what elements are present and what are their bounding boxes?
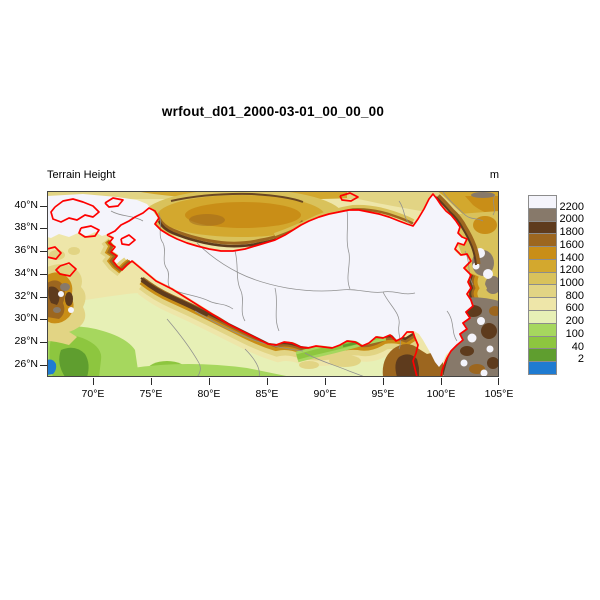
- lat-tick: [40, 274, 47, 275]
- plateau-boundary-contour: [47, 192, 474, 377]
- colorbar-box: [529, 361, 556, 374]
- lat-label: 30°N: [14, 312, 38, 324]
- lon-tick: [325, 378, 326, 385]
- terrain-map-area: [47, 191, 499, 377]
- lon-tick: [441, 378, 442, 385]
- colorbar-box: [529, 271, 556, 285]
- lon-label: 95°E: [371, 388, 395, 400]
- colorbar-box: [529, 220, 556, 234]
- colorbar-box: [529, 246, 556, 259]
- lon-tick: [93, 378, 94, 385]
- colorbar-label: 1200: [559, 264, 584, 276]
- colorbar-label: 100: [565, 328, 584, 340]
- lat-label: 34°N: [14, 267, 38, 279]
- plot-subtitle-row: Terrain Height m: [47, 169, 499, 181]
- lat-tick: [40, 365, 47, 366]
- lat-label: 32°N: [14, 290, 38, 302]
- lon-label: 90°E: [313, 388, 337, 400]
- colorbar-label: 1400: [559, 252, 584, 264]
- colorbar-box: [529, 348, 556, 362]
- colorbar-label: 200: [565, 315, 584, 327]
- colorbar-label: 2000: [559, 213, 584, 225]
- lat-tick: [40, 206, 47, 207]
- lat-label: 40°N: [14, 199, 38, 211]
- colorbar-box: [529, 310, 556, 323]
- lat-tick: [40, 251, 47, 252]
- colorbar-box: [529, 297, 556, 311]
- colorbar-label: 800: [565, 290, 584, 302]
- colorbar-label: 2200: [559, 201, 584, 213]
- lon-tick: [209, 378, 210, 385]
- lat-label: 26°N: [14, 358, 38, 370]
- lon-tick: [498, 378, 499, 385]
- colorbar: [528, 195, 557, 375]
- lat-label: 28°N: [14, 335, 38, 347]
- terrain-map: [47, 191, 499, 377]
- map-frame: [47, 191, 499, 377]
- plot-title: wrfout_d01_2000-03-01_00_00_00: [161, 104, 385, 119]
- lat-tick: [40, 228, 47, 229]
- lon-label: 80°E: [197, 388, 221, 400]
- lat-label: 38°N: [14, 221, 38, 233]
- colorbar-label: 1600: [559, 239, 584, 251]
- lon-tick: [151, 378, 152, 385]
- colorbar-label: 600: [565, 302, 584, 314]
- lon-label: 85°E: [255, 388, 279, 400]
- lon-tick: [383, 378, 384, 385]
- lat-label: 36°N: [14, 244, 38, 256]
- colorbar-box: [529, 322, 556, 336]
- left-plot-label: Terrain Height: [47, 169, 116, 181]
- lon-label: 100°E: [426, 388, 456, 400]
- plateau-high-terrain: [47, 194, 472, 367]
- lon-label: 70°E: [81, 388, 105, 400]
- colorbar-box: [529, 284, 556, 298]
- lat-tick: [40, 297, 47, 298]
- colorbar-label: 1000: [559, 277, 584, 289]
- colorbar-label: 2: [577, 353, 584, 365]
- lon-label: 105°E: [484, 388, 514, 400]
- lon-tick: [267, 378, 268, 385]
- lon-label: 75°E: [139, 388, 163, 400]
- colorbar-box: [529, 233, 556, 247]
- colorbar-box: [529, 196, 556, 208]
- lat-tick: [40, 342, 47, 343]
- colorbar-box: [529, 207, 556, 221]
- lat-tick: [40, 319, 47, 320]
- units-label: m: [489, 169, 499, 181]
- colorbar-label: 40: [571, 341, 584, 353]
- colorbar-box: [529, 335, 556, 349]
- colorbar-label: 1800: [559, 226, 584, 238]
- colorbar-box: [529, 258, 556, 272]
